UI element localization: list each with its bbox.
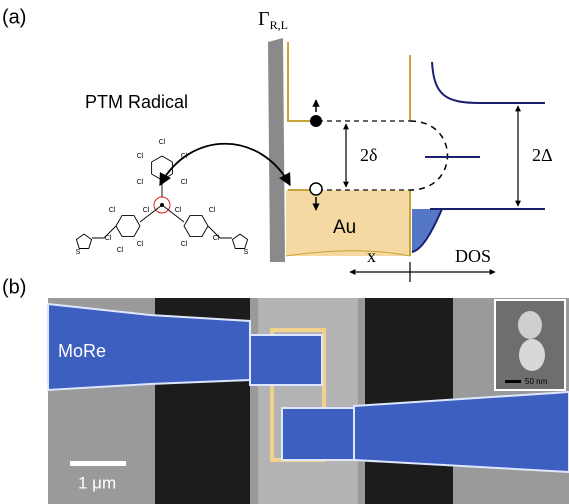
energy-diagram-part xyxy=(309,182,323,196)
panel-label: (a) xyxy=(2,6,26,28)
atom-label: Cl xyxy=(137,241,144,248)
energy-diagram-part xyxy=(412,209,442,252)
molecule-name: PTM Radical xyxy=(85,92,188,112)
energy-diagram-part xyxy=(318,120,410,191)
material-label: MoRe xyxy=(58,341,106,361)
inset-scale-label: 50 nm xyxy=(525,377,548,386)
atom-label: Cl xyxy=(137,153,144,160)
atom-label: Cl xyxy=(137,179,144,186)
atom-label: Cl xyxy=(117,247,124,254)
bonds xyxy=(92,180,232,239)
ring xyxy=(115,215,141,237)
sem-image-part xyxy=(353,390,569,474)
thiophene xyxy=(75,233,93,249)
sem-image-part xyxy=(281,407,355,461)
dos-axis-label: DOS xyxy=(455,246,491,266)
gamma-label: ΓR,L xyxy=(258,8,288,32)
atom-label: Cl xyxy=(175,207,182,214)
gamma: Γ xyxy=(258,8,270,30)
energy-diagram-part xyxy=(285,250,411,257)
panel-label: (b) xyxy=(2,276,26,298)
molecule-structure: Cl Cl Cl Cl Cl Cl Cl Cl Cl Cl Cl Cl Cl Cl S S xyxy=(76,139,249,256)
atom-label: Cl xyxy=(213,235,220,242)
sem-image-part xyxy=(505,380,521,383)
energy-diagram-part xyxy=(287,42,411,256)
scale-bar-label: 1 μm xyxy=(78,473,116,492)
energy-diagram-part xyxy=(411,61,545,253)
atom-label: S xyxy=(244,249,249,256)
thiophene xyxy=(231,233,249,249)
energy-diagram-part xyxy=(310,115,322,127)
atom-label: Cl xyxy=(159,139,166,146)
sem-image xyxy=(47,298,569,504)
atom-label: Cl xyxy=(209,207,216,214)
sem-image-part xyxy=(258,298,358,504)
atom-label: Cl xyxy=(143,207,150,214)
atom-label: Cl xyxy=(181,241,188,248)
atom-label: Cl xyxy=(109,207,116,214)
atom-label: Cl xyxy=(181,179,188,186)
atom-label: Cl xyxy=(181,153,188,160)
sem-image-part xyxy=(519,339,545,371)
atom-label: Cl xyxy=(105,235,112,242)
ring xyxy=(151,155,173,181)
small-gap-label: 2δ xyxy=(360,145,377,165)
electrode-label: Au xyxy=(333,217,356,238)
ring xyxy=(183,215,209,237)
sem-image-part xyxy=(249,334,323,386)
energy-diagram-part xyxy=(268,38,285,262)
x-axis-label: x xyxy=(367,246,376,266)
sem-image-part xyxy=(70,461,126,466)
sem-image-part xyxy=(518,311,542,339)
big-gap-label: 2Δ xyxy=(532,145,553,165)
atom-label: S xyxy=(76,249,81,256)
energy-diagram xyxy=(159,38,545,282)
gamma-subscript: R,L xyxy=(270,18,288,32)
energy-diagram-part xyxy=(409,120,449,191)
energy-diagram-part xyxy=(286,190,410,256)
